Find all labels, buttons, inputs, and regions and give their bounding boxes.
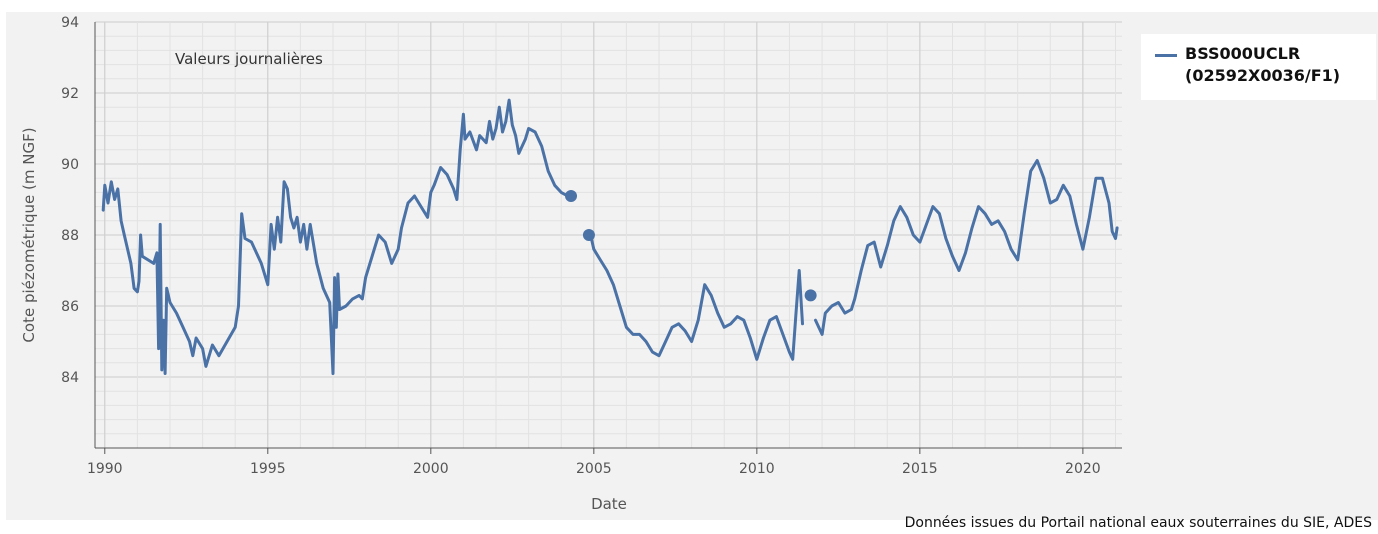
annotation-text: Valeurs journalières xyxy=(175,50,323,68)
legend-series-name: BSS000UCLR (02592X0036/F1) xyxy=(1185,44,1341,85)
x-tick-label: 2010 xyxy=(739,461,775,477)
y-tick-label: 84 xyxy=(61,370,79,386)
x-tick-label: 2005 xyxy=(576,461,612,477)
y-tick-label: 90 xyxy=(61,157,79,173)
series-line-segment xyxy=(101,98,570,375)
series-line-segment xyxy=(814,159,1119,336)
series-layer xyxy=(101,98,1119,375)
x-tick-label: 1990 xyxy=(87,461,123,477)
y-tick-label: 92 xyxy=(61,86,79,102)
y-tick-label: 86 xyxy=(61,299,79,315)
legend[interactable]: BSS000UCLR (02592X0036/F1) xyxy=(1141,34,1376,100)
x-axis-label: Date xyxy=(591,495,627,513)
series-line-segment xyxy=(589,233,804,361)
y-tick-label: 94 xyxy=(61,15,79,31)
x-tick-label: 2015 xyxy=(902,461,938,477)
x-tick-label: 2000 xyxy=(413,461,449,477)
series-point-marker xyxy=(582,229,595,241)
x-tick-label: 2020 xyxy=(1065,461,1101,477)
grid xyxy=(95,21,1122,448)
series-point-marker xyxy=(804,289,817,302)
y-tick-labels: 84 86 88 90 92 94 xyxy=(61,15,79,386)
x-tick-label: 1995 xyxy=(250,461,286,477)
y-axis-label: Cote piézométrique (m NGF) xyxy=(20,127,38,342)
legend-series-line xyxy=(1155,54,1177,57)
x-tick-labels: 1990 1995 2000 2005 2010 2015 2020 xyxy=(87,448,1101,477)
y-tick-label: 88 xyxy=(61,228,79,244)
source-note: Données issues du Portail national eaux … xyxy=(904,515,1372,531)
series-point-marker xyxy=(565,189,578,202)
